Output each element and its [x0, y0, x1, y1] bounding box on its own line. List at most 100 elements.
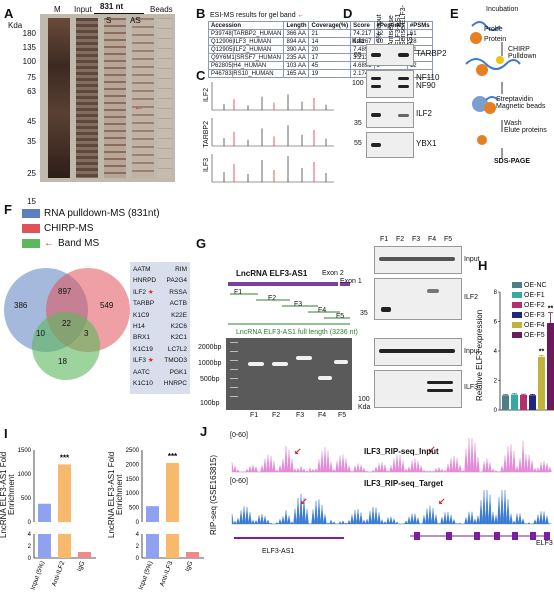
panel-c-label-tarbp2: TARBP2 [203, 121, 210, 148]
protein-name: LC7L2 [167, 345, 187, 353]
list-item: ILF2 ★ RSSA [133, 287, 187, 298]
h-bar [538, 356, 545, 410]
h-ytick: 2 [494, 379, 498, 385]
list-item: BRX1 K2C1 [133, 332, 187, 343]
panel-g-lane-f1: F1 [250, 412, 259, 419]
i-bar [166, 534, 179, 558]
venn-abc: 22 [62, 319, 71, 328]
list-item: ILF3 ★ TMOD3 [133, 355, 187, 366]
table-cell: Score [350, 21, 375, 30]
legend-item: OE-F2 [512, 300, 554, 310]
protein-name: K1C9 [133, 311, 150, 319]
h-bar [529, 395, 536, 410]
table-cell: 390 AA [283, 45, 310, 54]
h-bar [502, 395, 509, 410]
panel-g-lane-f3: F3 [296, 412, 305, 419]
panel-i1-ylabel: LncRNA ELF3-AS1 Fold Enrichment [0, 451, 16, 539]
panel-d-lane-sense: Sense ELF3-AS1 [400, 5, 414, 46]
i-bar [186, 552, 199, 558]
table-cell: 235 AA [283, 53, 310, 62]
panel-g-exon-1: Exon 1 [340, 278, 362, 285]
panel-e-step-probe: Probe [484, 26, 503, 33]
panel-f-legend: RNA pulldown-MS (831nt) CHIRP-MS ← Band M… [22, 206, 160, 251]
panel-d-marker-4: 55 [354, 140, 362, 147]
protein-name: PA2G4 [166, 277, 187, 285]
table-cell: 17 [308, 53, 352, 62]
venn-ac: 10 [36, 329, 45, 338]
protein-name: AATC [133, 368, 150, 376]
legend-label-rna: RNA pulldown-MS (831nt) [44, 208, 160, 219]
protein-name: K22E [171, 311, 187, 319]
h-bar [511, 394, 518, 410]
star-icon: ★ [146, 357, 154, 365]
panel-g-blot-f1: F1 [380, 236, 389, 243]
venn-bc: 3 [84, 329, 89, 338]
h-significance: ** [548, 306, 554, 313]
panel-g-agarose-gel [226, 338, 352, 410]
venn-ab: 897 [58, 287, 72, 296]
legend-item: OE-F4 [512, 320, 554, 330]
protein-name: RIM [175, 266, 187, 273]
table-cell: 45 [308, 61, 352, 70]
panel-a-lane-s: S [106, 16, 112, 25]
table-cell: 366 AA [283, 29, 310, 38]
panel-g-frag-f3: F3 [294, 301, 303, 308]
panel-e-step-protein: Protein [484, 36, 507, 43]
table-cell: 894 AA [283, 37, 310, 46]
i-ytick: 4 [28, 532, 32, 538]
panel-a-lane-m: M [54, 5, 61, 14]
panel-c-label-ilf2: ILF2 [203, 88, 210, 103]
i-significance: *** [168, 452, 178, 461]
protein-name: RSSA [169, 288, 187, 296]
i-bar [38, 503, 51, 522]
panel-g-blot-f5: F5 [444, 236, 453, 243]
panel-d-unit: Kda [352, 38, 365, 45]
venn-only-b: 549 [100, 301, 114, 310]
panel-g-blot-ilf3 [374, 370, 462, 408]
legend-swatch-band [22, 239, 40, 248]
panel-f-venn: 386 549 18 897 10 3 22 [0, 258, 130, 386]
i-ytick: 500 [129, 506, 140, 512]
panel-a-marker: 15 [27, 197, 36, 206]
panel-a-lane-input: Input [74, 5, 92, 14]
panel-g-frag-f2: F2 [268, 295, 277, 302]
table-cell: P62805|H4_HUMAN [207, 61, 285, 70]
panel-a-marker: 180 [22, 29, 36, 38]
panel-g-ladder-1000: 1000bp [198, 360, 222, 367]
panel-d-blot-ilf2 [366, 102, 414, 128]
table-cell: 165 AA [283, 69, 310, 78]
panel-g-blot-f3: F3 [412, 236, 421, 243]
legend-label: OE-F4 [524, 321, 545, 329]
panel-g-lane-f4: F4 [318, 412, 327, 419]
panel-a-marker: 135 [22, 43, 36, 52]
panel-g-label-ilf3: ILF3 [464, 384, 479, 391]
panel-e-step-chirp: CHIRP Pulldown [508, 46, 537, 60]
h-ytick: 8 [494, 290, 498, 296]
panel-i-letter: I [4, 426, 8, 441]
protein-name: TMOD3 [164, 357, 187, 365]
panel-j-gene-elf3as1: ELF3-AS1 [262, 548, 295, 555]
panel-d-marker-3: 35 [354, 120, 362, 127]
venn-only-a: 386 [14, 301, 28, 310]
j-arrow-icon: ↙ [300, 496, 308, 506]
panel-g-gene-label: LncRNA ELF3-AS1 [236, 269, 308, 278]
panel-g-blot-input-2 [374, 338, 462, 366]
i-ytick: 0 [28, 520, 32, 526]
i-category-label: Anti-ILF2 [51, 560, 67, 588]
panel-h-legend: OE-NC OE-F1 OE-F2 OE-F3 OE-F4 OE-F5 [512, 280, 554, 340]
i-significance: *** [60, 453, 70, 462]
table-cell: P39748|TARBP2_HUMAN [207, 29, 285, 38]
table-row: Accession Length Coverage(%) Score #Peptides… [207, 21, 433, 30]
i-category-label: IgG [184, 560, 194, 572]
i-category-label: IgG [76, 560, 86, 572]
j-signal [231, 437, 552, 473]
j-arrow-icon: ↙ [438, 496, 446, 506]
panel-a-lane-beads: Beads [150, 5, 173, 14]
i-bar [166, 462, 179, 522]
legend-label: OE-F5 [524, 331, 545, 339]
panel-a-lane-as: AS [130, 16, 141, 25]
panel-j-ylabel: RIP-seq (GSE163815) [209, 454, 218, 536]
venn-only-c: 18 [58, 357, 67, 366]
protein-name: BRX1 [133, 334, 150, 342]
panel-c-spectra [204, 78, 336, 186]
